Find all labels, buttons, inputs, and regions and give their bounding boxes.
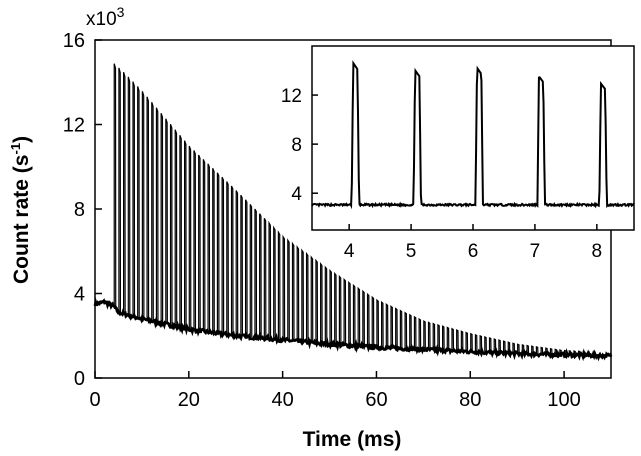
inset-series <box>311 60 635 210</box>
inset-x-tick-label: 5 <box>406 241 417 262</box>
x-axis-title-unit: (ms) <box>357 428 401 451</box>
main-plot: 0 4 8 12 16 0 20 40 60 80 100 x103 Time (ms) Coun… <box>8 4 613 451</box>
y-multiplier-exp: 3 <box>117 4 125 20</box>
inset-y-tick-label: 4 <box>291 184 302 205</box>
main-x-ticks: 0 20 40 60 80 100 <box>89 371 581 411</box>
inset-y-tick-label: 12 <box>281 86 302 107</box>
inset-plot-frame <box>311 45 635 231</box>
main-y-tick-label: 12 <box>63 115 85 137</box>
main-pulse-series <box>113 63 591 356</box>
y-axis-title-unit-exp: -1 <box>8 143 23 155</box>
x-axis-title-main: Time <box>303 428 352 451</box>
y-axis-title: Count rate (s-1) <box>8 136 33 284</box>
main-x-tick-label: 40 <box>272 389 294 411</box>
main-x-tick-label: 0 <box>89 389 100 411</box>
main-y-tick-label: 16 <box>63 30 85 52</box>
main-baseline-series <box>93 296 613 362</box>
inset-x-tick-label: 8 <box>592 241 603 262</box>
inset-x-ticks: 4 5 6 7 8 <box>344 224 602 262</box>
y-multiplier: x103 <box>86 4 125 30</box>
main-y-tick-label: 0 <box>74 368 85 390</box>
main-y-tick-label: 8 <box>74 199 85 221</box>
main-x-tick-label: 100 <box>547 389 580 411</box>
y-axis-title-unit-prefix: (s <box>10 155 33 174</box>
y-axis-title-unit-suffix: ) <box>10 136 33 143</box>
inset-x-tick-label: 6 <box>468 241 479 262</box>
inset-x-tick-label: 4 <box>344 241 355 262</box>
y-multiplier-base: x10 <box>86 9 117 30</box>
main-y-ticks: 0 4 8 12 16 <box>63 30 102 390</box>
main-x-tick-label: 20 <box>178 389 200 411</box>
inset-y-tick-label: 8 <box>291 135 302 156</box>
main-x-tick-label: 60 <box>365 389 387 411</box>
inset-x-tick-label: 7 <box>530 241 541 262</box>
inset-y-ticks: 4 8 12 <box>281 86 318 205</box>
x-axis-title: Time (ms) <box>303 428 402 451</box>
main-y-tick-label: 4 <box>74 284 85 306</box>
main-x-tick-label: 80 <box>459 389 481 411</box>
inset-plot: 4 8 12 4 5 6 7 8 <box>281 45 635 262</box>
y-axis-title-main: Count rate <box>10 179 33 284</box>
